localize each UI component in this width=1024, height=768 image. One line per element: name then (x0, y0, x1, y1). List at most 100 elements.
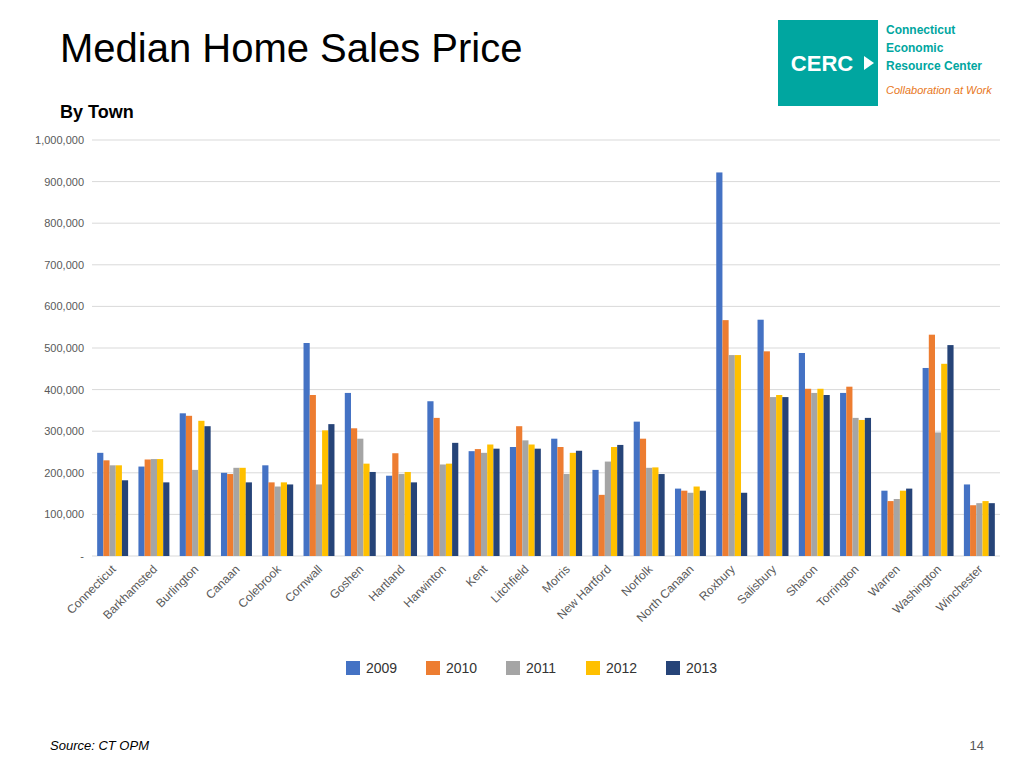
bar (287, 484, 293, 556)
bar (427, 401, 433, 556)
bar (947, 345, 953, 556)
x-tick-label: Warren (866, 562, 903, 599)
legend-label: 2011 (526, 660, 556, 676)
bar (493, 449, 499, 556)
x-tick-label: Barkhamsted (100, 562, 160, 622)
bar (180, 413, 186, 556)
bar (122, 480, 128, 556)
bar (646, 468, 652, 556)
x-tick-label: Kent (463, 562, 491, 590)
legend-label: 2013 (686, 660, 717, 676)
bar (469, 451, 475, 556)
x-tick-label: Torrington (814, 562, 862, 610)
bar (694, 487, 700, 556)
title: Median Home Sales Price (60, 26, 522, 70)
legend-label: 2010 (446, 660, 477, 676)
bar (557, 447, 563, 556)
bar (151, 459, 157, 556)
bar (611, 447, 617, 556)
bar (846, 387, 852, 556)
bar (310, 395, 316, 556)
bar (145, 459, 151, 556)
bar (906, 489, 912, 556)
y-tick-label: 300,000 (44, 425, 84, 437)
bar (516, 426, 522, 556)
bar (817, 389, 823, 556)
page-number: 14 (970, 738, 984, 753)
bar (716, 172, 722, 556)
legend-label: 2012 (606, 660, 637, 676)
grid-line (92, 348, 1000, 349)
bar (246, 482, 252, 556)
bar (522, 440, 528, 556)
bar (599, 495, 605, 556)
x-tick-label: Salisbury (734, 562, 779, 607)
y-tick-label: 100,000 (44, 508, 84, 520)
bars (97, 172, 995, 556)
bar (576, 451, 582, 556)
bar (741, 493, 747, 556)
y-tick-label: 800,000 (44, 217, 84, 229)
logo-box (778, 20, 878, 106)
y-tick-label: 1,000,000 (35, 134, 84, 146)
bar (110, 465, 116, 556)
bar (116, 465, 122, 556)
bar (770, 397, 776, 556)
subtitle: By Town (60, 102, 134, 122)
legend-swatch (426, 661, 440, 675)
bar (982, 501, 988, 556)
bar (345, 393, 351, 556)
bar (370, 472, 376, 556)
bar (405, 472, 411, 556)
legend-swatch (346, 661, 360, 675)
bar (452, 443, 458, 556)
grid-line (92, 264, 1000, 265)
legend: 20092010201120122013 (346, 660, 717, 676)
bar (275, 487, 281, 556)
y-tick-label: 400,000 (44, 384, 84, 396)
x-tick-label: Canaan (203, 562, 243, 602)
bar (941, 364, 947, 556)
bar (758, 320, 764, 556)
bar (434, 418, 440, 556)
bar (592, 470, 598, 556)
bar (675, 489, 681, 556)
bar (900, 491, 906, 556)
bar (328, 424, 334, 556)
bar (617, 445, 623, 556)
bar (976, 503, 982, 556)
bar (722, 320, 728, 556)
legend-swatch (666, 661, 680, 675)
bar (551, 439, 557, 556)
bar (640, 439, 646, 556)
bar (782, 397, 788, 556)
grid (92, 140, 1000, 556)
x-tick-label: Goshen (327, 562, 367, 602)
legend-swatch (506, 661, 520, 675)
y-tick-label: 500,000 (44, 342, 84, 354)
bar (281, 482, 287, 556)
bar (446, 464, 452, 556)
bar (138, 467, 144, 556)
y-tick-label: 600,000 (44, 300, 84, 312)
x-tick-label: Cornwall (282, 562, 325, 605)
bar (363, 464, 369, 556)
bar (240, 468, 246, 556)
bar (881, 491, 887, 556)
y-tick-label: 700,000 (44, 259, 84, 271)
bar (929, 335, 935, 556)
x-tick-label: Litchfield (488, 562, 531, 605)
y-tick-label: 900,000 (44, 176, 84, 188)
bar (103, 460, 109, 556)
bar (634, 422, 640, 556)
x-tick-label: North Canaan (634, 562, 697, 625)
bar (221, 473, 227, 556)
grid-line (92, 181, 1000, 182)
logo-arrow (864, 56, 874, 70)
x-tick-label: Norfolk (619, 562, 656, 599)
bar-series (122, 345, 995, 556)
bar (198, 421, 204, 556)
bar (764, 351, 770, 556)
bar (233, 468, 239, 556)
x-tick-label: Colebrook (235, 562, 284, 611)
